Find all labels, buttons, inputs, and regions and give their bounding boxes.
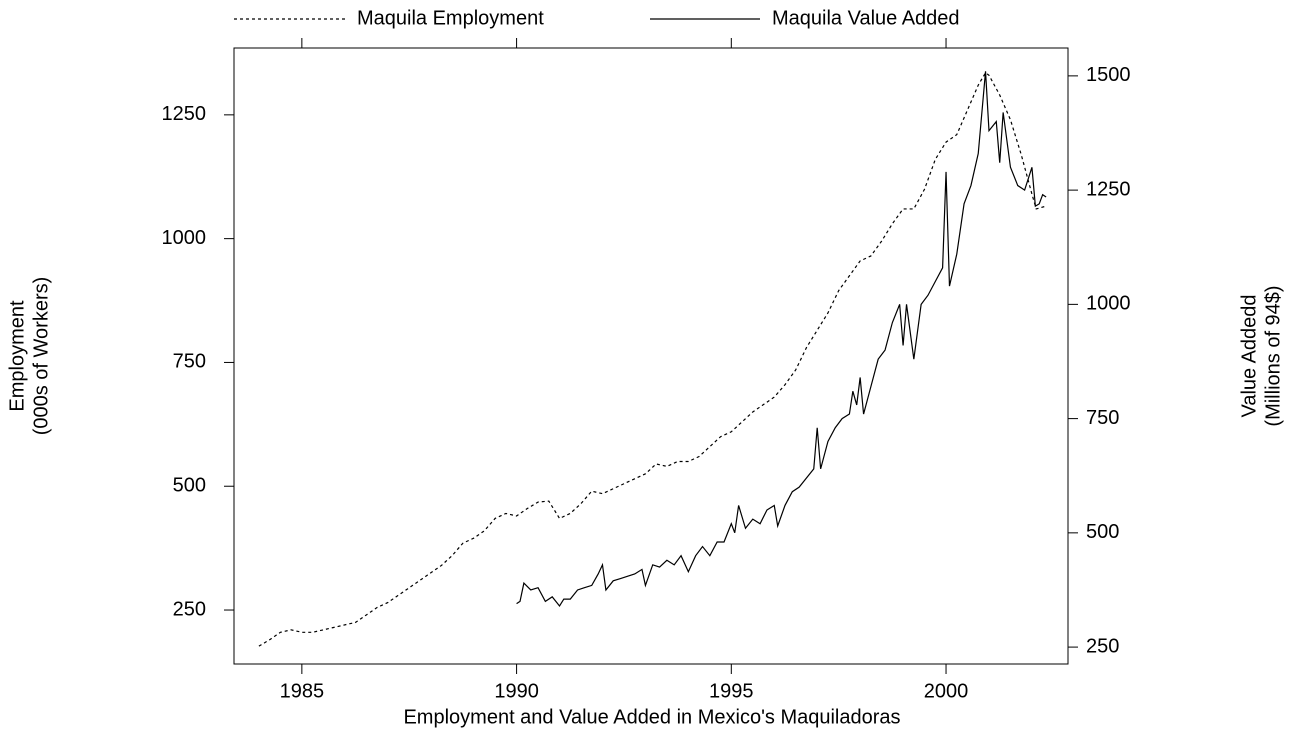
- series-line: [516, 71, 1047, 607]
- legend-label: Maquila Employment: [357, 7, 544, 29]
- x-tick-label: 2000: [924, 680, 969, 702]
- x-tick-label: 1990: [494, 680, 539, 702]
- y2-tick-label: 1250: [1086, 178, 1131, 200]
- y2-tick-label: 500: [1086, 521, 1119, 543]
- y-axis-title-line: (000s of Workers): [30, 277, 52, 436]
- y2-tick-label: 1000: [1086, 293, 1131, 315]
- y-tick-label: 1000: [162, 227, 207, 249]
- y2-axis-title-line: (Millions of 94$): [1262, 285, 1284, 426]
- y2-tick-label: 250: [1086, 635, 1119, 657]
- y2-axis-title-line: Value Addedd: [1238, 294, 1260, 417]
- y-tick-label: 1250: [162, 103, 207, 125]
- y2-tick-label: 750: [1086, 407, 1119, 429]
- chart-title: Employment and Value Added in Mexico's M…: [403, 706, 900, 728]
- y-tick-label: 750: [173, 351, 206, 373]
- plot-frame: [233, 47, 1069, 665]
- series-line: [258, 71, 1045, 647]
- y2-tick-label: 1500: [1086, 64, 1131, 86]
- y-axis-title: Employment (000s of Workers): [6, 277, 52, 436]
- y-tick-label: 250: [173, 598, 206, 620]
- legend-label: Maquila Value Added: [772, 7, 960, 29]
- x-tick-label: 1985: [280, 680, 325, 702]
- y-axis-title-line: Employment: [6, 300, 28, 412]
- y2-axis-title: Value Addedd (Millions of 94$): [1238, 285, 1284, 426]
- x-tick-label: 1995: [709, 680, 754, 702]
- y-tick-label: 500: [173, 475, 206, 497]
